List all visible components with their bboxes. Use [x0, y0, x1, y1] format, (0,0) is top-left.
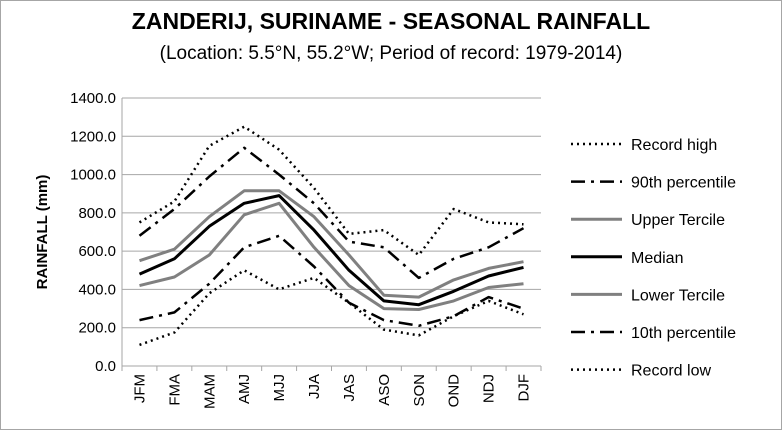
series-lines: [138, 125, 525, 347]
y-tick-label: 400.0: [78, 281, 116, 298]
chart-title: ZANDERIJ, SURINAME - SEASONAL RAINFALL: [131, 8, 651, 34]
x-tick-label: FMA: [166, 374, 183, 406]
y-tick-label: 1400.0: [70, 90, 116, 107]
series-line-median: [138, 194, 524, 307]
legend-label: Record high: [631, 137, 717, 154]
y-tick-label: 200.0: [78, 320, 116, 337]
x-axis: JFM FMA MAM AMJ MJJ JJA JAS ASO SON OND NDJ DJF: [121, 366, 542, 409]
y-tick-label: 800.0: [78, 205, 116, 222]
y-axis: 0.0 200.0 400.0 600.0 800.0 1000.0 1200.0 1400.…: [70, 90, 123, 375]
series-line-10th-percentile: [139, 234, 524, 328]
x-tick-label: SON: [411, 374, 428, 407]
x-tick-label: ASO: [376, 374, 393, 406]
legend-label: Lower Tercile: [631, 287, 725, 304]
x-tick-label: OND: [446, 374, 463, 408]
series-line-record-high: [138, 125, 524, 257]
series-line-record-low: [139, 269, 524, 347]
x-tick-label: NDJ: [481, 374, 498, 403]
y-tick-label: 0.0: [95, 358, 116, 375]
legend: Record high 90th percentile Upper Tercile M…: [571, 137, 736, 380]
x-tick-label: JFM: [131, 374, 148, 403]
x-tick-label: DJF: [516, 374, 533, 402]
y-tick-label: 600.0: [78, 243, 116, 260]
legend-label: Record low: [631, 363, 711, 380]
x-tick-label: JAS: [341, 374, 358, 402]
legend-label: Median: [631, 250, 683, 267]
series-line-lower-tercile: [139, 201, 524, 311]
legend-label: Upper Tercile: [631, 212, 725, 229]
y-tick-label: 1200.0: [70, 128, 116, 145]
legend-label: 90th percentile: [631, 175, 736, 192]
gridlines: [122, 97, 541, 367]
x-tick-label: JJA: [306, 374, 323, 399]
legend-label: 10th percentile: [631, 325, 736, 342]
x-tick-label: MJJ: [271, 374, 288, 402]
x-tick-label: AMJ: [236, 374, 253, 404]
y-tick-label: 1000.0: [70, 167, 116, 184]
y-axis-label: RAINFALL (mm): [34, 175, 51, 290]
series-line-90th-percentile: [138, 146, 525, 280]
x-tick-label: MAM: [201, 374, 218, 409]
series-line-upper-tercile: [139, 189, 524, 299]
chart-subtitle: (Location: 5.5°N, 55.2°W; Period of reco…: [159, 43, 623, 64]
